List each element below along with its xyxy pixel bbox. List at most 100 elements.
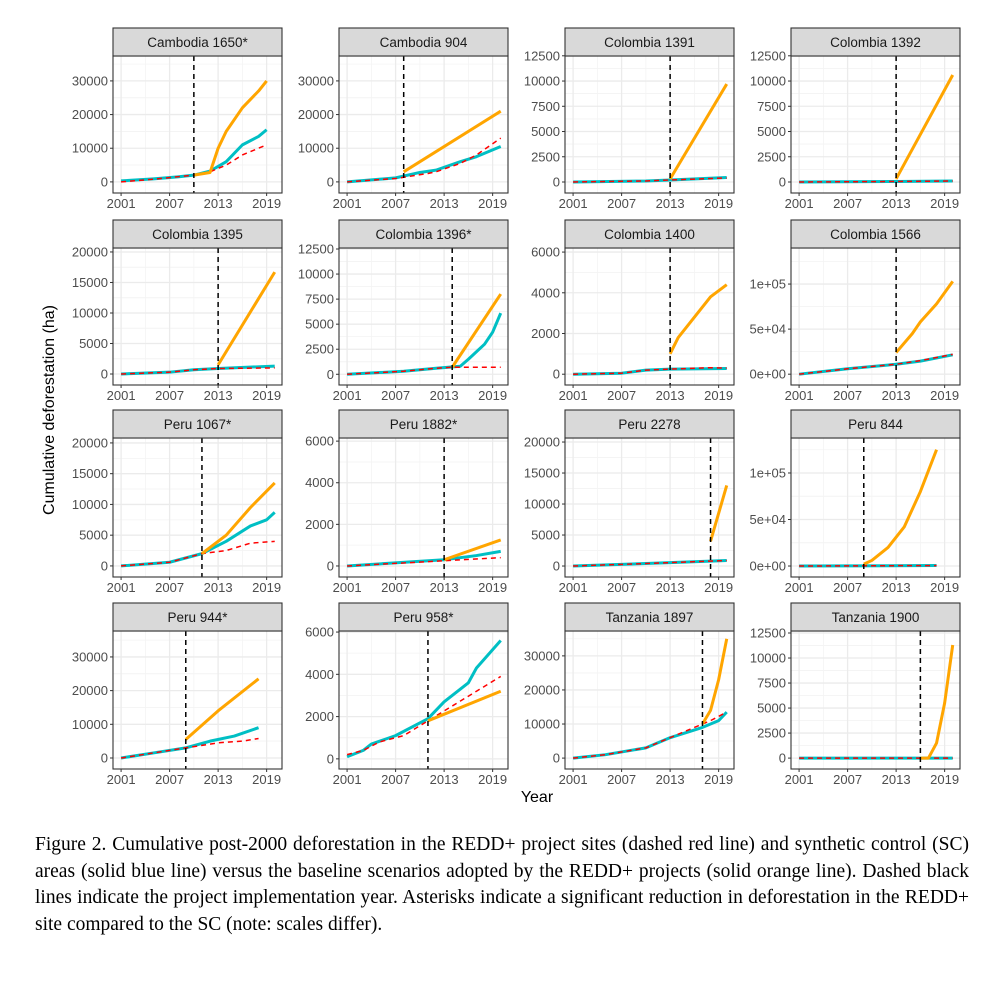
x-tick-label: 2001 (333, 388, 362, 403)
x-tick-label: 2001 (559, 772, 588, 787)
x-tick-label: 2001 (333, 196, 362, 211)
y-tick-label: 0 (101, 367, 108, 382)
x-tick-label: 2007 (833, 772, 862, 787)
x-tick-label: 2019 (930, 388, 959, 403)
project-line (121, 540, 275, 567)
y-tick-label: 15000 (72, 275, 108, 290)
x-tick-label: 2013 (882, 388, 911, 403)
plot-background (339, 438, 508, 577)
plot-background (565, 631, 734, 769)
x-tick-label: 2007 (381, 580, 410, 595)
x-tick-label: 2013 (430, 580, 459, 595)
y-tick-label: 10000 (298, 141, 334, 156)
y-tick-label: 6000 (531, 245, 560, 260)
y-tick-label: 12500 (750, 48, 786, 63)
y-tick-label: 5000 (757, 124, 786, 139)
facet-panel: 2001 2007 2013 2019 0 5000 10000 15000 20000 Peru… (524, 409, 735, 595)
x-tick-label: 2013 (882, 580, 911, 595)
y-tick-label: 12500 (524, 48, 560, 63)
y-tick-label: 0 (101, 558, 108, 573)
facet-title: Peru 1882* (390, 417, 458, 432)
baseline-line (193, 79, 268, 177)
facet-title: Cambodia 904 (380, 35, 468, 50)
y-tick-label: 0 (553, 367, 560, 382)
y-tick-label: 20000 (72, 107, 108, 122)
x-tick-label: 2019 (478, 196, 507, 211)
y-tick-label: 20000 (298, 107, 334, 122)
figure-caption: Figure 2. Cumulative post-2000 deforesta… (35, 834, 969, 935)
facet-title: Peru 844 (848, 417, 903, 432)
facet-panel: 2001 2007 2013 2019 0 10000 20000 30000 Peru 944… (72, 602, 283, 787)
project-line (347, 137, 502, 183)
facet-panel: 2001 2007 2013 2019 0 2500 5000 7500 10000 12500 C… (524, 27, 735, 211)
x-tick-label: 2001 (559, 580, 588, 595)
project-line (121, 144, 267, 183)
y-tick-label: 7500 (757, 99, 786, 114)
x-tick-label: 2013 (882, 196, 911, 211)
plot-background (113, 248, 282, 385)
y-tick-label: 15000 (72, 466, 108, 481)
x-tick-label: 2019 (252, 388, 281, 403)
x-axis-title: Year (521, 789, 554, 806)
y-tick-label: 0 (101, 174, 108, 189)
facet-strip (790, 219, 961, 249)
y-tick-label: 5e+04 (749, 322, 786, 337)
y-tick-label: 5000 (531, 124, 560, 139)
baseline-line (443, 538, 502, 562)
y-tick-label: 30000 (298, 73, 334, 88)
facet-panel: 2001 2007 2013 2019 0 2000 4000 6000 Peru 1882* (305, 409, 509, 595)
x-tick-label: 2007 (155, 772, 184, 787)
y-axis-title: Cumulative deforestation (ha) (41, 305, 58, 515)
y-tick-label: 4000 (305, 667, 334, 682)
y-tick-label: 0 (101, 750, 108, 765)
y-tick-label: 30000 (72, 649, 108, 664)
baseline-line (709, 485, 729, 542)
baseline-line (427, 689, 502, 723)
baseline-line (894, 280, 954, 354)
y-tick-label: 1e+05 (749, 465, 786, 480)
facet-strip (338, 602, 509, 632)
y-tick-label: 2500 (757, 149, 786, 164)
x-tick-label: 2001 (559, 388, 588, 403)
facet-strip (112, 409, 283, 439)
facet-title: Tanzania 1897 (606, 610, 694, 625)
x-tick-label: 2013 (430, 772, 459, 787)
x-tick-label: 2007 (155, 388, 184, 403)
y-tick-label: 30000 (524, 648, 560, 663)
x-tick-label: 2007 (607, 196, 636, 211)
x-tick-label: 2019 (252, 580, 281, 595)
y-tick-label: 0 (553, 751, 560, 766)
plot-background (565, 438, 734, 577)
baseline-line (668, 283, 728, 355)
sc-line (799, 179, 953, 184)
y-tick-label: 10000 (72, 497, 108, 512)
project-line (346, 675, 502, 756)
sc-line (798, 353, 954, 376)
facet-strip (112, 27, 283, 57)
facet-panel: 2001 2007 2013 2019 0e+00 5e+04 1e+05 Colombia … (749, 219, 961, 403)
y-tick-label: 0e+00 (749, 559, 786, 574)
facet-strip (564, 602, 735, 632)
x-tick-label: 2019 (930, 196, 959, 211)
facet-strip (564, 409, 735, 439)
y-tick-label: 0 (553, 174, 560, 189)
x-tick-label: 2001 (559, 196, 588, 211)
facet-strip (790, 409, 961, 439)
x-tick-label: 2001 (785, 196, 814, 211)
project-line (120, 737, 259, 759)
x-tick-label: 2019 (704, 580, 733, 595)
x-tick-label: 2007 (381, 772, 410, 787)
x-tick-label: 2007 (833, 388, 862, 403)
y-tick-label: 5000 (79, 528, 108, 543)
y-tick-label: 5e+04 (749, 512, 786, 527)
facet-title: Colombia 1392 (830, 35, 921, 50)
facet-title: Colombia 1395 (152, 227, 243, 242)
y-tick-label: 7500 (757, 676, 786, 691)
y-tick-label: 7500 (531, 99, 560, 114)
facet-strip (112, 219, 283, 249)
x-tick-label: 2007 (381, 388, 410, 403)
project-line (573, 366, 727, 375)
x-tick-label: 2019 (930, 580, 959, 595)
plot-background (113, 56, 282, 193)
y-tick-label: 12500 (298, 242, 334, 257)
